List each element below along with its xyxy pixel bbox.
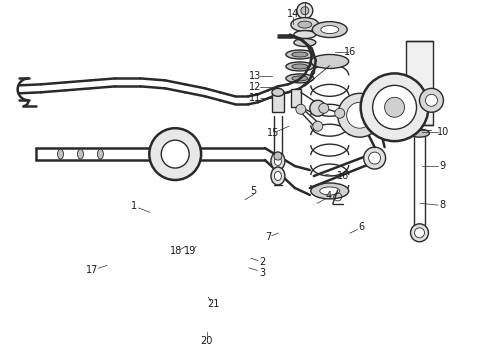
Bar (291, 89, 301, 107)
Ellipse shape (311, 183, 349, 199)
Bar (406, 41, 434, 125)
Circle shape (372, 85, 416, 129)
Ellipse shape (294, 39, 316, 46)
Ellipse shape (274, 157, 281, 166)
Ellipse shape (298, 21, 312, 28)
Ellipse shape (297, 3, 313, 19)
Ellipse shape (364, 147, 386, 169)
Ellipse shape (311, 54, 349, 68)
Ellipse shape (291, 18, 319, 32)
Circle shape (149, 128, 201, 180)
Text: 8: 8 (440, 200, 446, 210)
Circle shape (319, 103, 329, 113)
Ellipse shape (77, 149, 83, 159)
Ellipse shape (98, 149, 103, 159)
Text: 7: 7 (265, 232, 271, 242)
Ellipse shape (286, 62, 314, 71)
Text: 17: 17 (86, 265, 99, 275)
Ellipse shape (294, 31, 316, 39)
Circle shape (296, 104, 306, 114)
Circle shape (335, 108, 345, 118)
Circle shape (161, 140, 189, 168)
Text: 3: 3 (259, 267, 265, 278)
Ellipse shape (57, 149, 64, 159)
Ellipse shape (292, 64, 308, 69)
Text: 12: 12 (248, 82, 261, 92)
Text: 18: 18 (170, 246, 182, 256)
Text: 21: 21 (207, 299, 220, 309)
Ellipse shape (411, 224, 428, 242)
Text: 5: 5 (251, 186, 257, 197)
Text: 9: 9 (440, 161, 446, 171)
Text: 1: 1 (130, 201, 137, 211)
Ellipse shape (312, 22, 347, 37)
Ellipse shape (410, 129, 429, 137)
Ellipse shape (321, 26, 339, 33)
Text: 4: 4 (326, 191, 332, 201)
Circle shape (338, 93, 382, 137)
Circle shape (361, 73, 428, 141)
Bar (272, 92, 284, 112)
Ellipse shape (271, 152, 285, 170)
Text: 6: 6 (358, 222, 365, 232)
Ellipse shape (292, 76, 308, 81)
Circle shape (313, 121, 323, 131)
Text: 15: 15 (267, 129, 279, 138)
Ellipse shape (301, 7, 309, 15)
Ellipse shape (272, 88, 284, 96)
Ellipse shape (368, 152, 381, 164)
Text: 14: 14 (287, 9, 299, 19)
Text: 16: 16 (337, 171, 349, 181)
Circle shape (274, 152, 282, 160)
Circle shape (425, 94, 438, 106)
Ellipse shape (271, 167, 285, 185)
Text: 20: 20 (201, 336, 213, 346)
Text: 19: 19 (184, 246, 196, 256)
Circle shape (347, 102, 372, 128)
Ellipse shape (320, 187, 340, 195)
Text: 13: 13 (248, 71, 261, 81)
Text: 11: 11 (248, 93, 261, 103)
Text: 16: 16 (344, 46, 356, 57)
Circle shape (419, 88, 443, 112)
Ellipse shape (274, 171, 281, 180)
Circle shape (310, 100, 326, 116)
Ellipse shape (286, 74, 314, 83)
Ellipse shape (292, 52, 308, 57)
Text: 10: 10 (437, 127, 449, 136)
Text: 2: 2 (259, 257, 265, 267)
Circle shape (385, 97, 405, 117)
Ellipse shape (415, 228, 424, 238)
Ellipse shape (286, 50, 314, 59)
